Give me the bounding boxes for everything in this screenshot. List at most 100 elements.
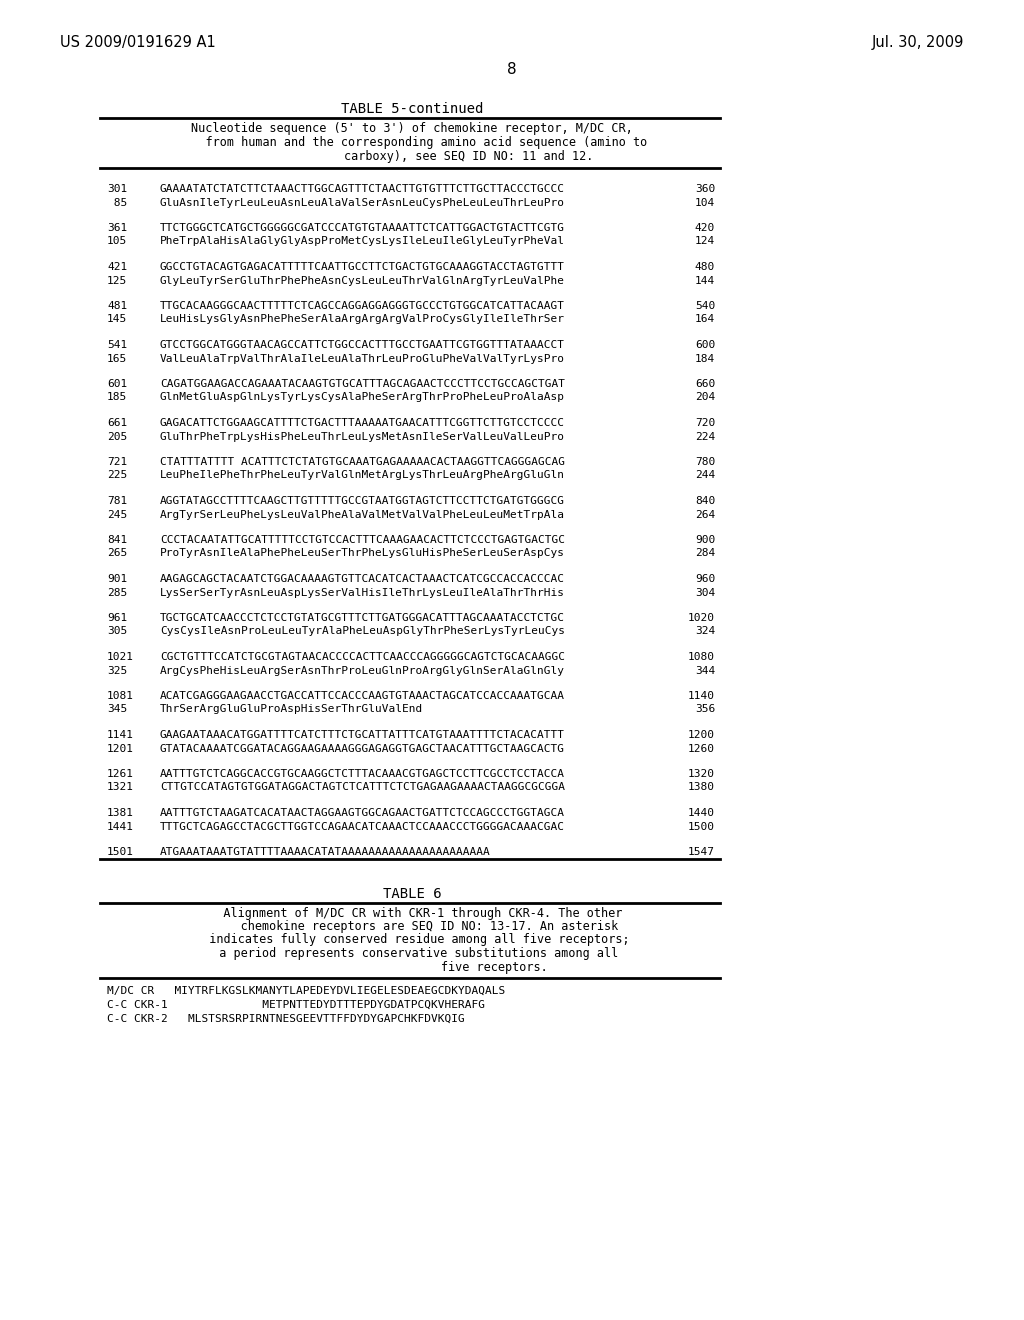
- Text: 1020: 1020: [688, 612, 715, 623]
- Text: 184: 184: [694, 354, 715, 363]
- Text: 8: 8: [507, 62, 517, 77]
- Text: 105: 105: [106, 236, 127, 247]
- Text: 480: 480: [694, 261, 715, 272]
- Text: carboxy), see SEQ ID NO: 11 and 12.: carboxy), see SEQ ID NO: 11 and 12.: [230, 150, 594, 162]
- Text: 104: 104: [694, 198, 715, 207]
- Text: GAGACATTCTGGAAGCATTTTCTGACTTTAAAAATGAACATTTCGGTTCTTGTCCTCCCC: GAGACATTCTGGAAGCATTTTCTGACTTTAAAAATGAACA…: [160, 418, 565, 428]
- Text: 145: 145: [106, 314, 127, 325]
- Text: 284: 284: [694, 549, 715, 558]
- Text: 1500: 1500: [688, 821, 715, 832]
- Text: ArgCysPheHisLeuArgSerAsnThrProLeuGlnProArgGlyGlnSerAlaGlnGly: ArgCysPheHisLeuArgSerAsnThrProLeuGlnProA…: [160, 665, 565, 676]
- Text: ArgTyrSerLeuPheLysLeuValPheAlaValMetValValPheLeuLeuMetTrpAla: ArgTyrSerLeuPheLysLeuValPheAlaValMetValV…: [160, 510, 565, 520]
- Text: 264: 264: [694, 510, 715, 520]
- Text: 165: 165: [106, 354, 127, 363]
- Text: 841: 841: [106, 535, 127, 545]
- Text: 721: 721: [106, 457, 127, 467]
- Text: 344: 344: [694, 665, 715, 676]
- Text: 780: 780: [694, 457, 715, 467]
- Text: LysSerSerTyrAsnLeuAspLysSerValHisIleThrLysLeuIleAlaThrThrHis: LysSerSerTyrAsnLeuAspLysSerValHisIleThrL…: [160, 587, 565, 598]
- Text: 1441: 1441: [106, 821, 134, 832]
- Text: indicates fully conserved residue among all five receptors;: indicates fully conserved residue among …: [195, 933, 630, 946]
- Text: 244: 244: [694, 470, 715, 480]
- Text: CCCTACAATATTGCATTTTTCCTGTCCACTTTCAAAGAACACTTCTCCCTGAGTGACTGC: CCCTACAATATTGCATTTTTCCTGTCCACTTTCAAAGAAC…: [160, 535, 565, 545]
- Text: 124: 124: [694, 236, 715, 247]
- Text: 900: 900: [694, 535, 715, 545]
- Text: C-C CKR-2   MLSTSRSRPIRNTNESGEEVTTFFDYDYGAPCHKFDVKQIG: C-C CKR-2 MLSTSRSRPIRNTNESGEEVTTFFDYDYGA…: [106, 1014, 465, 1024]
- Text: CTTGTCCATAGTGTGGATAGGACTAGTCTCATTTCTCTGAGAAGAAAACTAAGGCGCGGA: CTTGTCCATAGTGTGGATAGGACTAGTCTCATTTCTCTGA…: [160, 783, 565, 792]
- Text: 600: 600: [694, 341, 715, 350]
- Text: GTCCTGGCATGGGTAACAGCCATTCTGGCCACTTTGCCTGAATTCGTGGTTTATAAACCT: GTCCTGGCATGGGTAACAGCCATTCTGGCCACTTTGCCTG…: [160, 341, 565, 350]
- Text: 325: 325: [106, 665, 127, 676]
- Text: GAAGAATAAACATGGATTTTCATCTTTCTGCATTATTTCATGTAAATTTTCTACACATTT: GAAGAATAAACATGGATTTTCATCTTTCTGCATTATTTCA…: [160, 730, 565, 741]
- Text: ThrSerArgGluGluProAspHisSerThrGluValEnd: ThrSerArgGluGluProAspHisSerThrGluValEnd: [160, 705, 423, 714]
- Text: 840: 840: [694, 496, 715, 506]
- Text: TABLE 6: TABLE 6: [383, 887, 441, 900]
- Text: 1201: 1201: [106, 743, 134, 754]
- Text: 164: 164: [694, 314, 715, 325]
- Text: 345: 345: [106, 705, 127, 714]
- Text: 361: 361: [106, 223, 127, 234]
- Text: AATTTGTCTAAGATCACATAACTAGGAAGTGGCAGAACTGATTCTCCAGCCCTGGTAGCA: AATTTGTCTAAGATCACATAACTAGGAAGTGGCAGAACTG…: [160, 808, 565, 818]
- Text: 1260: 1260: [688, 743, 715, 754]
- Text: 661: 661: [106, 418, 127, 428]
- Text: GlnMetGluAspGlnLysTyrLysCysAlaPheSerArgThrProPheLeuProAlaAsp: GlnMetGluAspGlnLysTyrLysCysAlaPheSerArgT…: [160, 392, 565, 403]
- Text: 305: 305: [106, 627, 127, 636]
- Text: PheTrpAlaHisAlaGlyGlyAspProMetCysLysIleLeuIleGlyLeuTyrPheVal: PheTrpAlaHisAlaGlyGlyAspProMetCysLysIleL…: [160, 236, 565, 247]
- Text: 1380: 1380: [688, 783, 715, 792]
- Text: ValLeuAlaTrpValThrAlaIleLeuAlaThrLeuProGluPheValValTyrLysPro: ValLeuAlaTrpValThrAlaIleLeuAlaThrLeuProG…: [160, 354, 565, 363]
- Text: 304: 304: [694, 587, 715, 598]
- Text: 1141: 1141: [106, 730, 134, 741]
- Text: 1021: 1021: [106, 652, 134, 663]
- Text: 225: 225: [106, 470, 127, 480]
- Text: 205: 205: [106, 432, 127, 441]
- Text: Nucleotide sequence (5' to 3') of chemokine receptor, M/DC CR,: Nucleotide sequence (5' to 3') of chemok…: [191, 121, 633, 135]
- Text: 660: 660: [694, 379, 715, 389]
- Text: M/DC CR   MIYTRFLKGSLKMANYTLAPEDEYDVLIEGELESDEAEGCDKYDAQALS: M/DC CR MIYTRFLKGSLKMANYTLAPEDEYDVLIEGEL…: [106, 986, 505, 997]
- Text: 1320: 1320: [688, 770, 715, 779]
- Text: LeuPheIlePheThrPheLeuTyrValGlnMetArgLysThrLeuArgPheArgGluGln: LeuPheIlePheThrPheLeuTyrValGlnMetArgLysT…: [160, 470, 565, 480]
- Text: TTCTGGGCTCATGCTGGGGGCGATCCCATGTGTAAAATTCTCATTGGACTGTACTTCGTG: TTCTGGGCTCATGCTGGGGGCGATCCCATGTGTAAAATTC…: [160, 223, 565, 234]
- Text: 1200: 1200: [688, 730, 715, 741]
- Text: ATGAAATAAATGTATTTTAAAACATATAAAAAAAAAAAAAAAAAAAAAA: ATGAAATAAATGTATTTTAAAACATATAAAAAAAAAAAAA…: [160, 847, 490, 857]
- Text: US 2009/0191629 A1: US 2009/0191629 A1: [60, 36, 216, 50]
- Text: 420: 420: [694, 223, 715, 234]
- Text: 601: 601: [106, 379, 127, 389]
- Text: 541: 541: [106, 341, 127, 350]
- Text: 285: 285: [106, 587, 127, 598]
- Text: 960: 960: [694, 574, 715, 583]
- Text: AATTTGTCTCAGGCACCGTGCAAGGCTCTTTACAAACGTGAGCTCCTTCGCCTCCTACCA: AATTTGTCTCAGGCACCGTGCAAGGCTCTTTACAAACGTG…: [160, 770, 565, 779]
- Text: chemokine receptors are SEQ ID NO: 13-17. An asterisk: chemokine receptors are SEQ ID NO: 13-17…: [206, 920, 618, 933]
- Text: from human and the corresponding amino acid sequence (amino to: from human and the corresponding amino a…: [177, 136, 647, 149]
- Text: 720: 720: [694, 418, 715, 428]
- Text: 1501: 1501: [106, 847, 134, 857]
- Text: CAGATGGAAGACCAGAAATACAAGTGTGCATTTAGCAGAACTCCCTTCCTGCCAGCTGAT: CAGATGGAAGACCAGAAATACAAGTGTGCATTTAGCAGAA…: [160, 379, 565, 389]
- Text: GGCCTGTACAGTGAGACATTTTTCAATTGCCTTCTGACTGTGCAAAGGTACCTAGTGTTT: GGCCTGTACAGTGAGACATTTTTCAATTGCCTTCTGACTG…: [160, 261, 565, 272]
- Text: AGGTATAGCCTTTTCAAGCTTGTTTTTGCCGTAATGGTAGTCTTCCTTCTGATGTGGGCG: AGGTATAGCCTTTTCAAGCTTGTTTTTGCCGTAATGGTAG…: [160, 496, 565, 506]
- Text: TGCTGCATCAACCCTCTCCTGTATGCGTTTCTTGATGGGACATTTAGCAAATACCTCTGC: TGCTGCATCAACCCTCTCCTGTATGCGTTTCTTGATGGGA…: [160, 612, 565, 623]
- Text: 540: 540: [694, 301, 715, 312]
- Text: 265: 265: [106, 549, 127, 558]
- Text: 1081: 1081: [106, 690, 134, 701]
- Text: 204: 204: [694, 392, 715, 403]
- Text: 781: 781: [106, 496, 127, 506]
- Text: 961: 961: [106, 612, 127, 623]
- Text: GTATACAAAATCGGATACAGGAAGAAAAGGGAGAGGTGAGCTAACATTTGCTAAGCACTG: GTATACAAAATCGGATACAGGAAGAAAAGGGAGAGGTGAG…: [160, 743, 565, 754]
- Text: AAGAGCAGCTACAATCTGGACAAAAGTGTTCACATCACTAAACTCATCGCCACCACCCAC: AAGAGCAGCTACAATCTGGACAAAAGTGTTCACATCACTA…: [160, 574, 565, 583]
- Text: TABLE 5-continued: TABLE 5-continued: [341, 102, 483, 116]
- Text: GluAsnIleTyrLeuLeuAsnLeuAlaValSerAsnLeuCysPheLeuLeuThrLeuPro: GluAsnIleTyrLeuLeuAsnLeuAlaValSerAsnLeuC…: [160, 198, 565, 207]
- Text: 85: 85: [106, 198, 127, 207]
- Text: 1080: 1080: [688, 652, 715, 663]
- Text: 1440: 1440: [688, 808, 715, 818]
- Text: a period represents conservative substitutions among all: a period represents conservative substit…: [206, 946, 618, 960]
- Text: 125: 125: [106, 276, 127, 285]
- Text: 901: 901: [106, 574, 127, 583]
- Text: 324: 324: [694, 627, 715, 636]
- Text: 245: 245: [106, 510, 127, 520]
- Text: GluThrPheTrpLysHisPheLeuThrLeuLysMetAsnIleSerValLeuValLeuPro: GluThrPheTrpLysHisPheLeuThrLeuLysMetAsnI…: [160, 432, 565, 441]
- Text: 301: 301: [106, 183, 127, 194]
- Text: CGCTGTTTCCATCTGCGTAGTAACACCCCACTTCAACCCAGGGGGCAGTCTGCACAAGGC: CGCTGTTTCCATCTGCGTAGTAACACCCCACTTCAACCCA…: [160, 652, 565, 663]
- Text: 1140: 1140: [688, 690, 715, 701]
- Text: GAAAATATCTATCTTCTAAACTTGGCAGTTTCTAACTTGTGTTTCTTGCTTACCCTGCCC: GAAAATATCTATCTTCTAAACTTGGCAGTTTCTAACTTGT…: [160, 183, 565, 194]
- Text: 185: 185: [106, 392, 127, 403]
- Text: 224: 224: [694, 432, 715, 441]
